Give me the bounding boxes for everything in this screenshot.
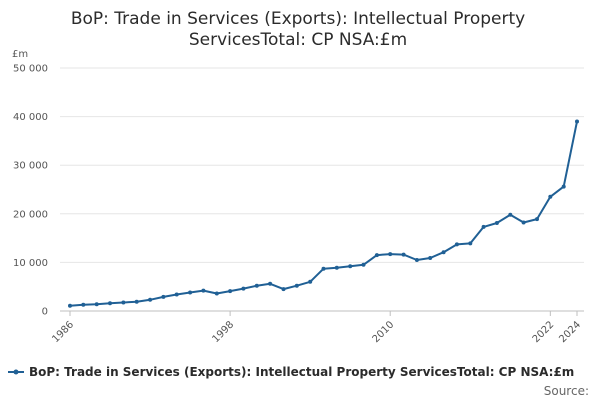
data-point[interactable] xyxy=(414,258,419,262)
y-axis-tick-labels: 0 10 000 20 000 30 000 40 000 50 000 xyxy=(13,64,48,318)
data-point[interactable] xyxy=(161,294,166,299)
data-point[interactable] xyxy=(241,286,246,291)
data-point[interactable] xyxy=(441,250,446,255)
y-axis-unit-label: £m xyxy=(12,49,28,60)
data-point[interactable] xyxy=(268,281,273,286)
data-point[interactable] xyxy=(374,253,379,258)
data-point[interactable] xyxy=(401,252,406,257)
data-point[interactable] xyxy=(201,288,206,293)
data-point[interactable] xyxy=(281,287,286,292)
data-point[interactable] xyxy=(481,224,486,229)
data-point[interactable] xyxy=(188,290,193,295)
data-point[interactable] xyxy=(148,297,153,302)
chart-title-line-1: BoP: Trade in Services (Exports): Intell… xyxy=(71,9,525,29)
data-point[interactable] xyxy=(134,299,139,304)
x-axis-ticks: 1986 1998 2010 2022 2024 xyxy=(50,311,583,345)
source-label: Source: xyxy=(544,384,589,398)
data-point[interactable] xyxy=(494,221,499,225)
x-tick-label: 1986 xyxy=(50,319,76,345)
data-point[interactable] xyxy=(174,292,179,297)
x-tick-label: 1998 xyxy=(210,319,236,345)
data-point[interactable] xyxy=(108,301,112,306)
legend-swatch-marker xyxy=(13,369,19,375)
data-point[interactable] xyxy=(428,256,433,260)
y-tick-label: 0 xyxy=(42,307,48,318)
data-point[interactable] xyxy=(454,242,459,247)
data-point[interactable] xyxy=(548,194,553,199)
data-point[interactable] xyxy=(228,289,233,294)
data-point[interactable] xyxy=(521,220,526,225)
data-point[interactable] xyxy=(214,291,219,296)
legend-series-label: BoP: Trade in Services (Exports): Intell… xyxy=(29,365,574,379)
data-point[interactable] xyxy=(308,279,313,284)
data-point[interactable] xyxy=(468,241,473,246)
series-group xyxy=(68,119,579,308)
y-tick-label: 50 000 xyxy=(13,64,48,75)
data-point[interactable] xyxy=(121,300,126,305)
gridlines xyxy=(60,67,584,263)
data-point[interactable] xyxy=(388,252,393,257)
y-tick-label: 10 000 xyxy=(13,258,48,269)
x-tick-label: 2010 xyxy=(371,319,397,345)
data-point[interactable] xyxy=(334,265,339,270)
data-point[interactable] xyxy=(81,302,86,307)
data-point[interactable] xyxy=(575,119,579,124)
chart-title-line-2: ServicesTotal: CP NSA:£m xyxy=(189,30,407,50)
data-point[interactable] xyxy=(321,266,326,271)
y-tick-label: 40 000 xyxy=(13,112,48,123)
data-point[interactable] xyxy=(94,302,99,307)
data-point[interactable] xyxy=(348,264,353,269)
legend[interactable]: BoP: Trade in Services (Exports): Intell… xyxy=(8,365,574,379)
data-point[interactable] xyxy=(294,283,299,288)
data-point[interactable] xyxy=(254,283,259,288)
data-point[interactable] xyxy=(535,217,539,222)
x-tick-label: 2022 xyxy=(531,319,557,345)
data-point[interactable] xyxy=(561,184,566,189)
data-point[interactable] xyxy=(361,262,366,267)
y-tick-label: 20 000 xyxy=(13,209,48,220)
y-tick-label: 30 000 xyxy=(13,161,48,172)
x-tick-label: 2024 xyxy=(557,319,583,345)
data-point[interactable] xyxy=(68,303,72,308)
data-point[interactable] xyxy=(508,212,513,217)
